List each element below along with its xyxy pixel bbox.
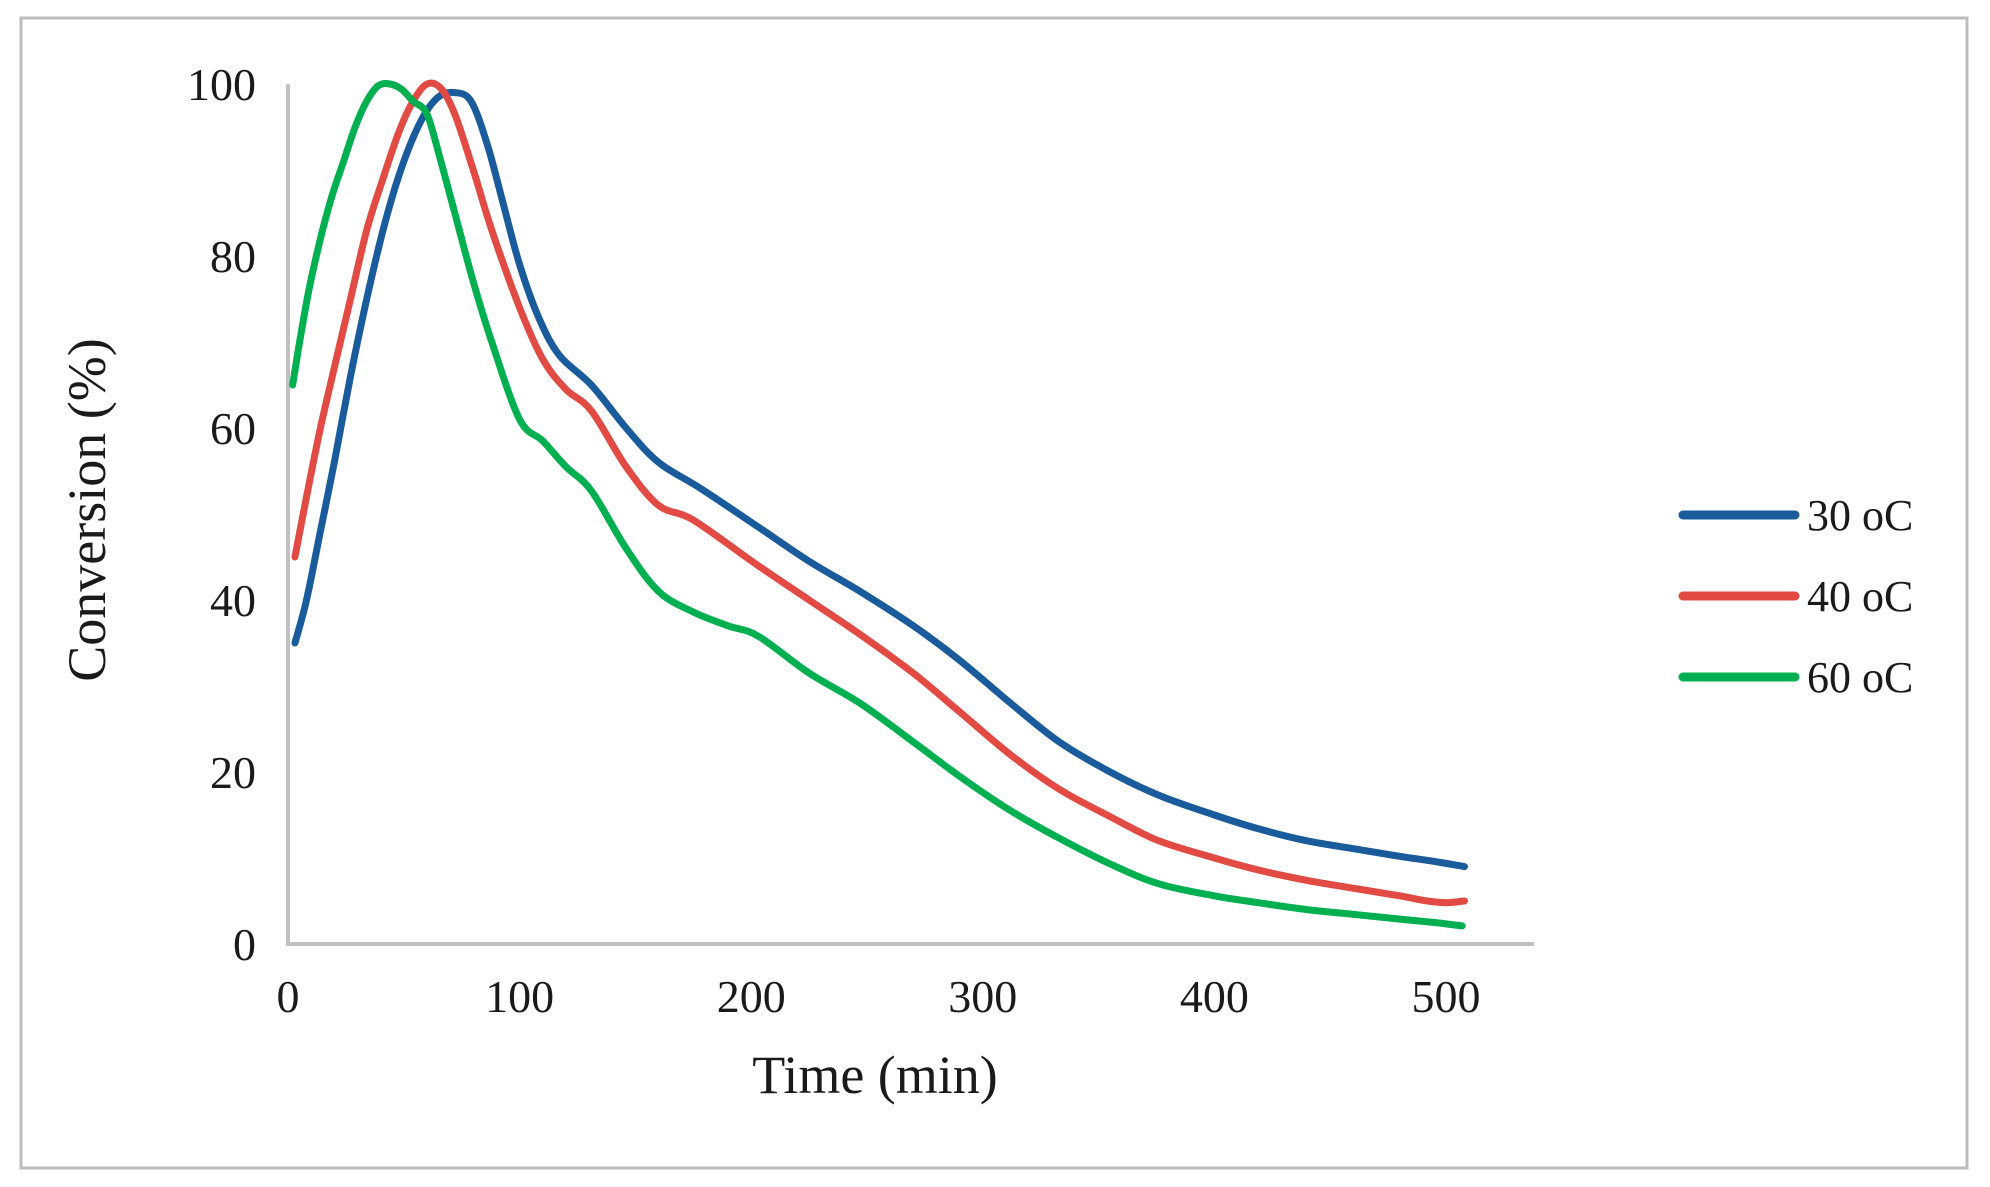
y-tick-label-0: 0 bbox=[233, 919, 256, 970]
y-tick-label-20: 20 bbox=[210, 747, 256, 798]
legend-label: 30 oC bbox=[1807, 491, 1913, 540]
y-tick-label-60: 60 bbox=[210, 403, 256, 454]
legend-label: 60 oC bbox=[1807, 653, 1913, 702]
legend-item-60-oc: 60 oC bbox=[1678, 653, 1913, 702]
y-tick-label-80: 80 bbox=[210, 231, 256, 282]
legend-label: 40 oC bbox=[1807, 572, 1913, 621]
x-tick-label-0: 0 bbox=[277, 971, 300, 1022]
series-lines bbox=[289, 79, 1468, 930]
legend-item-40-oc: 40 oC bbox=[1678, 572, 1913, 621]
x-tick-label-100: 100 bbox=[485, 971, 554, 1022]
y-axis-tick-labels: 0 20 40 60 80 100 bbox=[187, 59, 256, 970]
y-axis-title: Conversion (%) bbox=[57, 338, 117, 681]
legend-item-30-oc: 30 oC bbox=[1678, 491, 1913, 540]
series-line-60-oc bbox=[289, 80, 1466, 930]
x-tick-label-500: 500 bbox=[1411, 971, 1480, 1022]
series-line-30-oc bbox=[291, 88, 1468, 871]
y-tick-label-100: 100 bbox=[187, 59, 256, 110]
x-tick-label-300: 300 bbox=[948, 971, 1017, 1022]
x-axis-tick-labels: 0 100 200 300 400 500 bbox=[277, 971, 1481, 1022]
x-tick-label-200: 200 bbox=[717, 971, 786, 1022]
figure-border bbox=[19, 16, 1969, 1170]
y-tick-label-40: 40 bbox=[210, 575, 256, 626]
series-line-40-oc bbox=[291, 79, 1468, 907]
x-tick-label-400: 400 bbox=[1180, 971, 1249, 1022]
x-axis-title: Time (min) bbox=[752, 1045, 998, 1105]
legend: 30 oC 40 oC 60 oC bbox=[1678, 491, 1913, 702]
